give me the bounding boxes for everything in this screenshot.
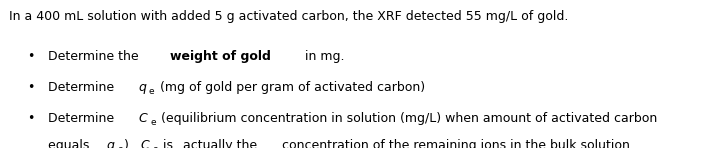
Text: Determine the: Determine the xyxy=(48,50,143,63)
Text: in mg.: in mg. xyxy=(301,50,344,63)
Text: C: C xyxy=(139,112,148,125)
Text: concentration of the remaining ions in the bulk solution.: concentration of the remaining ions in t… xyxy=(278,139,634,148)
Text: In a 400 mL solution with added 5 g activated carbon, the XRF detected 55 mg/L o: In a 400 mL solution with added 5 g acti… xyxy=(9,10,569,23)
Text: •: • xyxy=(27,81,34,94)
Text: weight of gold: weight of gold xyxy=(171,50,272,63)
Text: is: is xyxy=(159,139,178,148)
Text: e: e xyxy=(152,145,158,148)
Text: e: e xyxy=(117,145,123,148)
Text: Determine: Determine xyxy=(48,112,119,125)
Text: •: • xyxy=(27,112,34,125)
Text: equals: equals xyxy=(48,139,94,148)
Text: e: e xyxy=(149,87,154,96)
Text: (mg of gold per gram of activated carbon): (mg of gold per gram of activated carbon… xyxy=(156,81,425,94)
Text: ).: ). xyxy=(124,139,137,148)
Text: C: C xyxy=(141,139,150,148)
Text: actually the: actually the xyxy=(183,139,257,148)
Text: e: e xyxy=(150,118,156,127)
Text: •: • xyxy=(27,50,34,63)
Text: q: q xyxy=(139,81,146,94)
Text: (equilibrium concentration in solution (mg/L) when amount of activated carbon: (equilibrium concentration in solution (… xyxy=(157,112,658,125)
Text: Determine: Determine xyxy=(48,81,119,94)
Text: q: q xyxy=(107,139,114,148)
